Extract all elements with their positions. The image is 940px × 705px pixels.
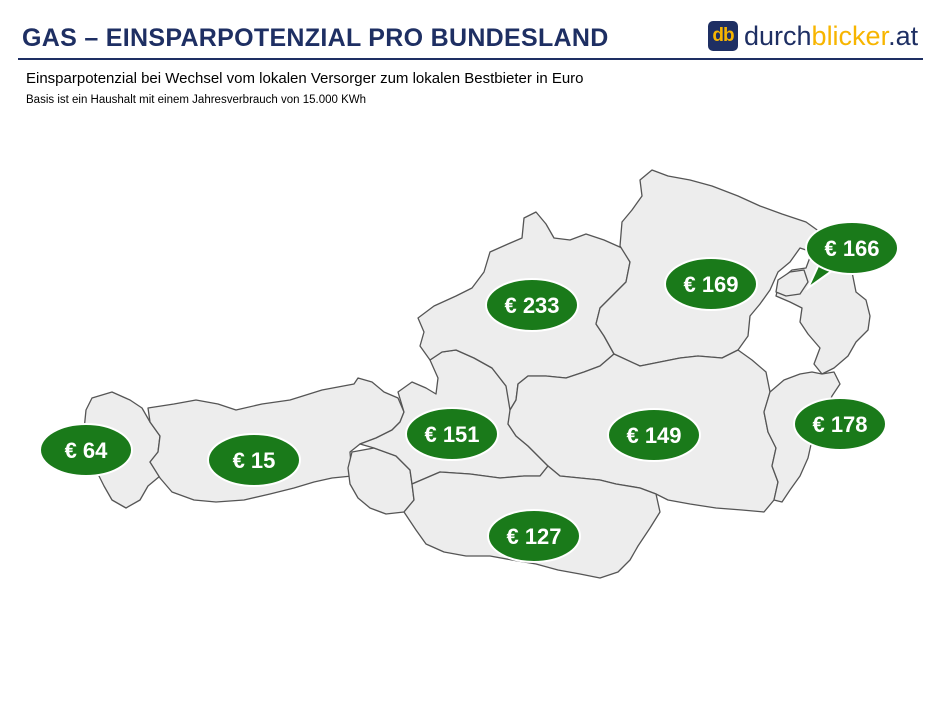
label-salzburg-value: € 151 [424,422,479,447]
label-vorarlberg-value: € 64 [65,438,109,463]
label-steiermark-value: € 149 [626,423,681,448]
label-tirol: € 15 [207,433,301,487]
label-niederoesterreich-value: € 169 [683,272,738,297]
label-salzburg-bubble [405,407,499,461]
logo-mark: db [708,21,738,51]
label-burgenland-value: € 178 [812,412,867,437]
label-burgenland: € 178 [793,397,887,451]
logo-text-highlight: blicker [811,20,889,51]
label-tirol-bubble [207,433,301,487]
label-wien-bubble [805,221,899,275]
label-salzburg: € 151 [405,407,499,461]
label-oberoesterreich: € 233 [485,278,579,332]
label-tirol-value: € 15 [233,448,276,473]
page-title: GAS – EINSPARPOTENZIAL PRO BUNDESLAND [22,24,609,52]
label-steiermark-bubble [607,408,701,462]
label-vorarlberg: € 64 [39,423,133,477]
label-wien-value: € 166 [824,236,879,261]
label-oberoesterreich-bubble [485,278,579,332]
label-vorarlberg-bubble [39,423,133,477]
logo-text-part: durch [744,20,812,51]
label-kaernten: € 127 [487,509,581,563]
label-burgenland-bubble [793,397,887,451]
map-subtitle: Einsparpotenzial bei Wechsel vom lokalen… [26,70,584,87]
label-kaernten-bubble [487,509,581,563]
label-steiermark: € 149 [607,408,701,462]
map-basis-note: Basis ist ein Haushalt mit einem Jahresv… [26,94,367,106]
brand-logo[interactable]: db durchblicker.at [708,20,918,52]
logo-text-domain: .at [888,20,919,51]
label-wien: € 166 [805,221,899,275]
label-oberoesterreich-value: € 233 [504,293,559,318]
label-niederoesterreich: € 169 [664,257,758,311]
title-divider [18,58,923,60]
logo-wordmark: durchblicker.at [744,21,918,52]
label-kaernten-value: € 127 [506,524,561,549]
label-niederoesterreich-bubble [664,257,758,311]
region-wien [775,269,809,297]
